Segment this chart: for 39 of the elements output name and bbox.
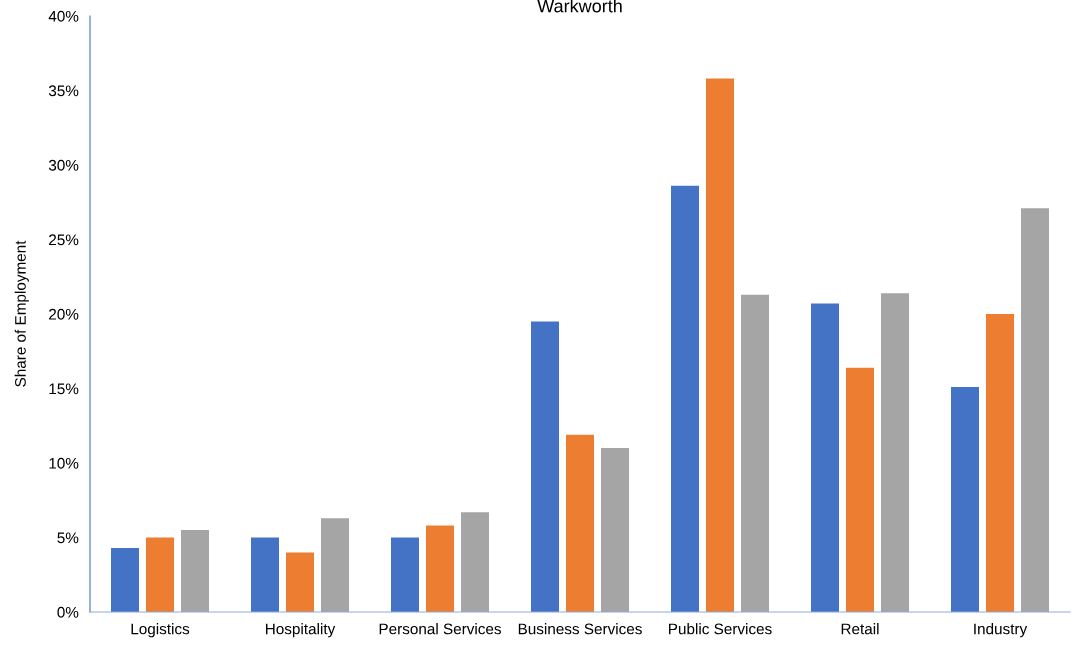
bar [461, 512, 489, 612]
x-tick-label: Public Services [669, 623, 772, 635]
y-tick-label: 30% [48, 159, 79, 171]
bar [706, 78, 734, 612]
bar [811, 303, 839, 612]
x-tick-label: Business Services [518, 623, 642, 635]
bar [426, 525, 454, 612]
bar [671, 185, 699, 612]
bar [986, 314, 1014, 612]
y-tick-label: 10% [49, 457, 79, 469]
chart-title: Warkworth [537, 0, 622, 13]
x-tick-label: Personal Services [379, 623, 502, 635]
y-tick-label: 0% [57, 606, 79, 618]
y-tick-label: 5% [57, 532, 79, 544]
y-axis-title: Share of Employment [14, 240, 29, 387]
y-tick-label: 35% [48, 85, 79, 97]
bar [531, 321, 559, 612]
bar [391, 537, 419, 612]
y-tick-label: 25% [49, 234, 79, 246]
bar [111, 547, 139, 612]
bar [146, 537, 174, 612]
bar [286, 552, 314, 612]
bar [601, 448, 629, 612]
bar [566, 434, 594, 612]
x-tick-label: Hospitality [266, 623, 336, 638]
bar [1021, 208, 1049, 612]
y-tick-label: 20% [49, 308, 79, 320]
bar [951, 387, 979, 612]
bar [181, 530, 209, 612]
x-tick-label: Industry [974, 623, 1028, 638]
bar [846, 367, 874, 612]
y-tick-label: 15% [49, 383, 79, 395]
x-tick-label: Retail [841, 623, 879, 635]
bar [881, 293, 909, 612]
bar [251, 537, 279, 612]
bar [321, 518, 349, 612]
bar [741, 294, 769, 612]
x-tick-label: Logistics [131, 623, 190, 638]
y-tick-label: 40% [48, 10, 79, 22]
